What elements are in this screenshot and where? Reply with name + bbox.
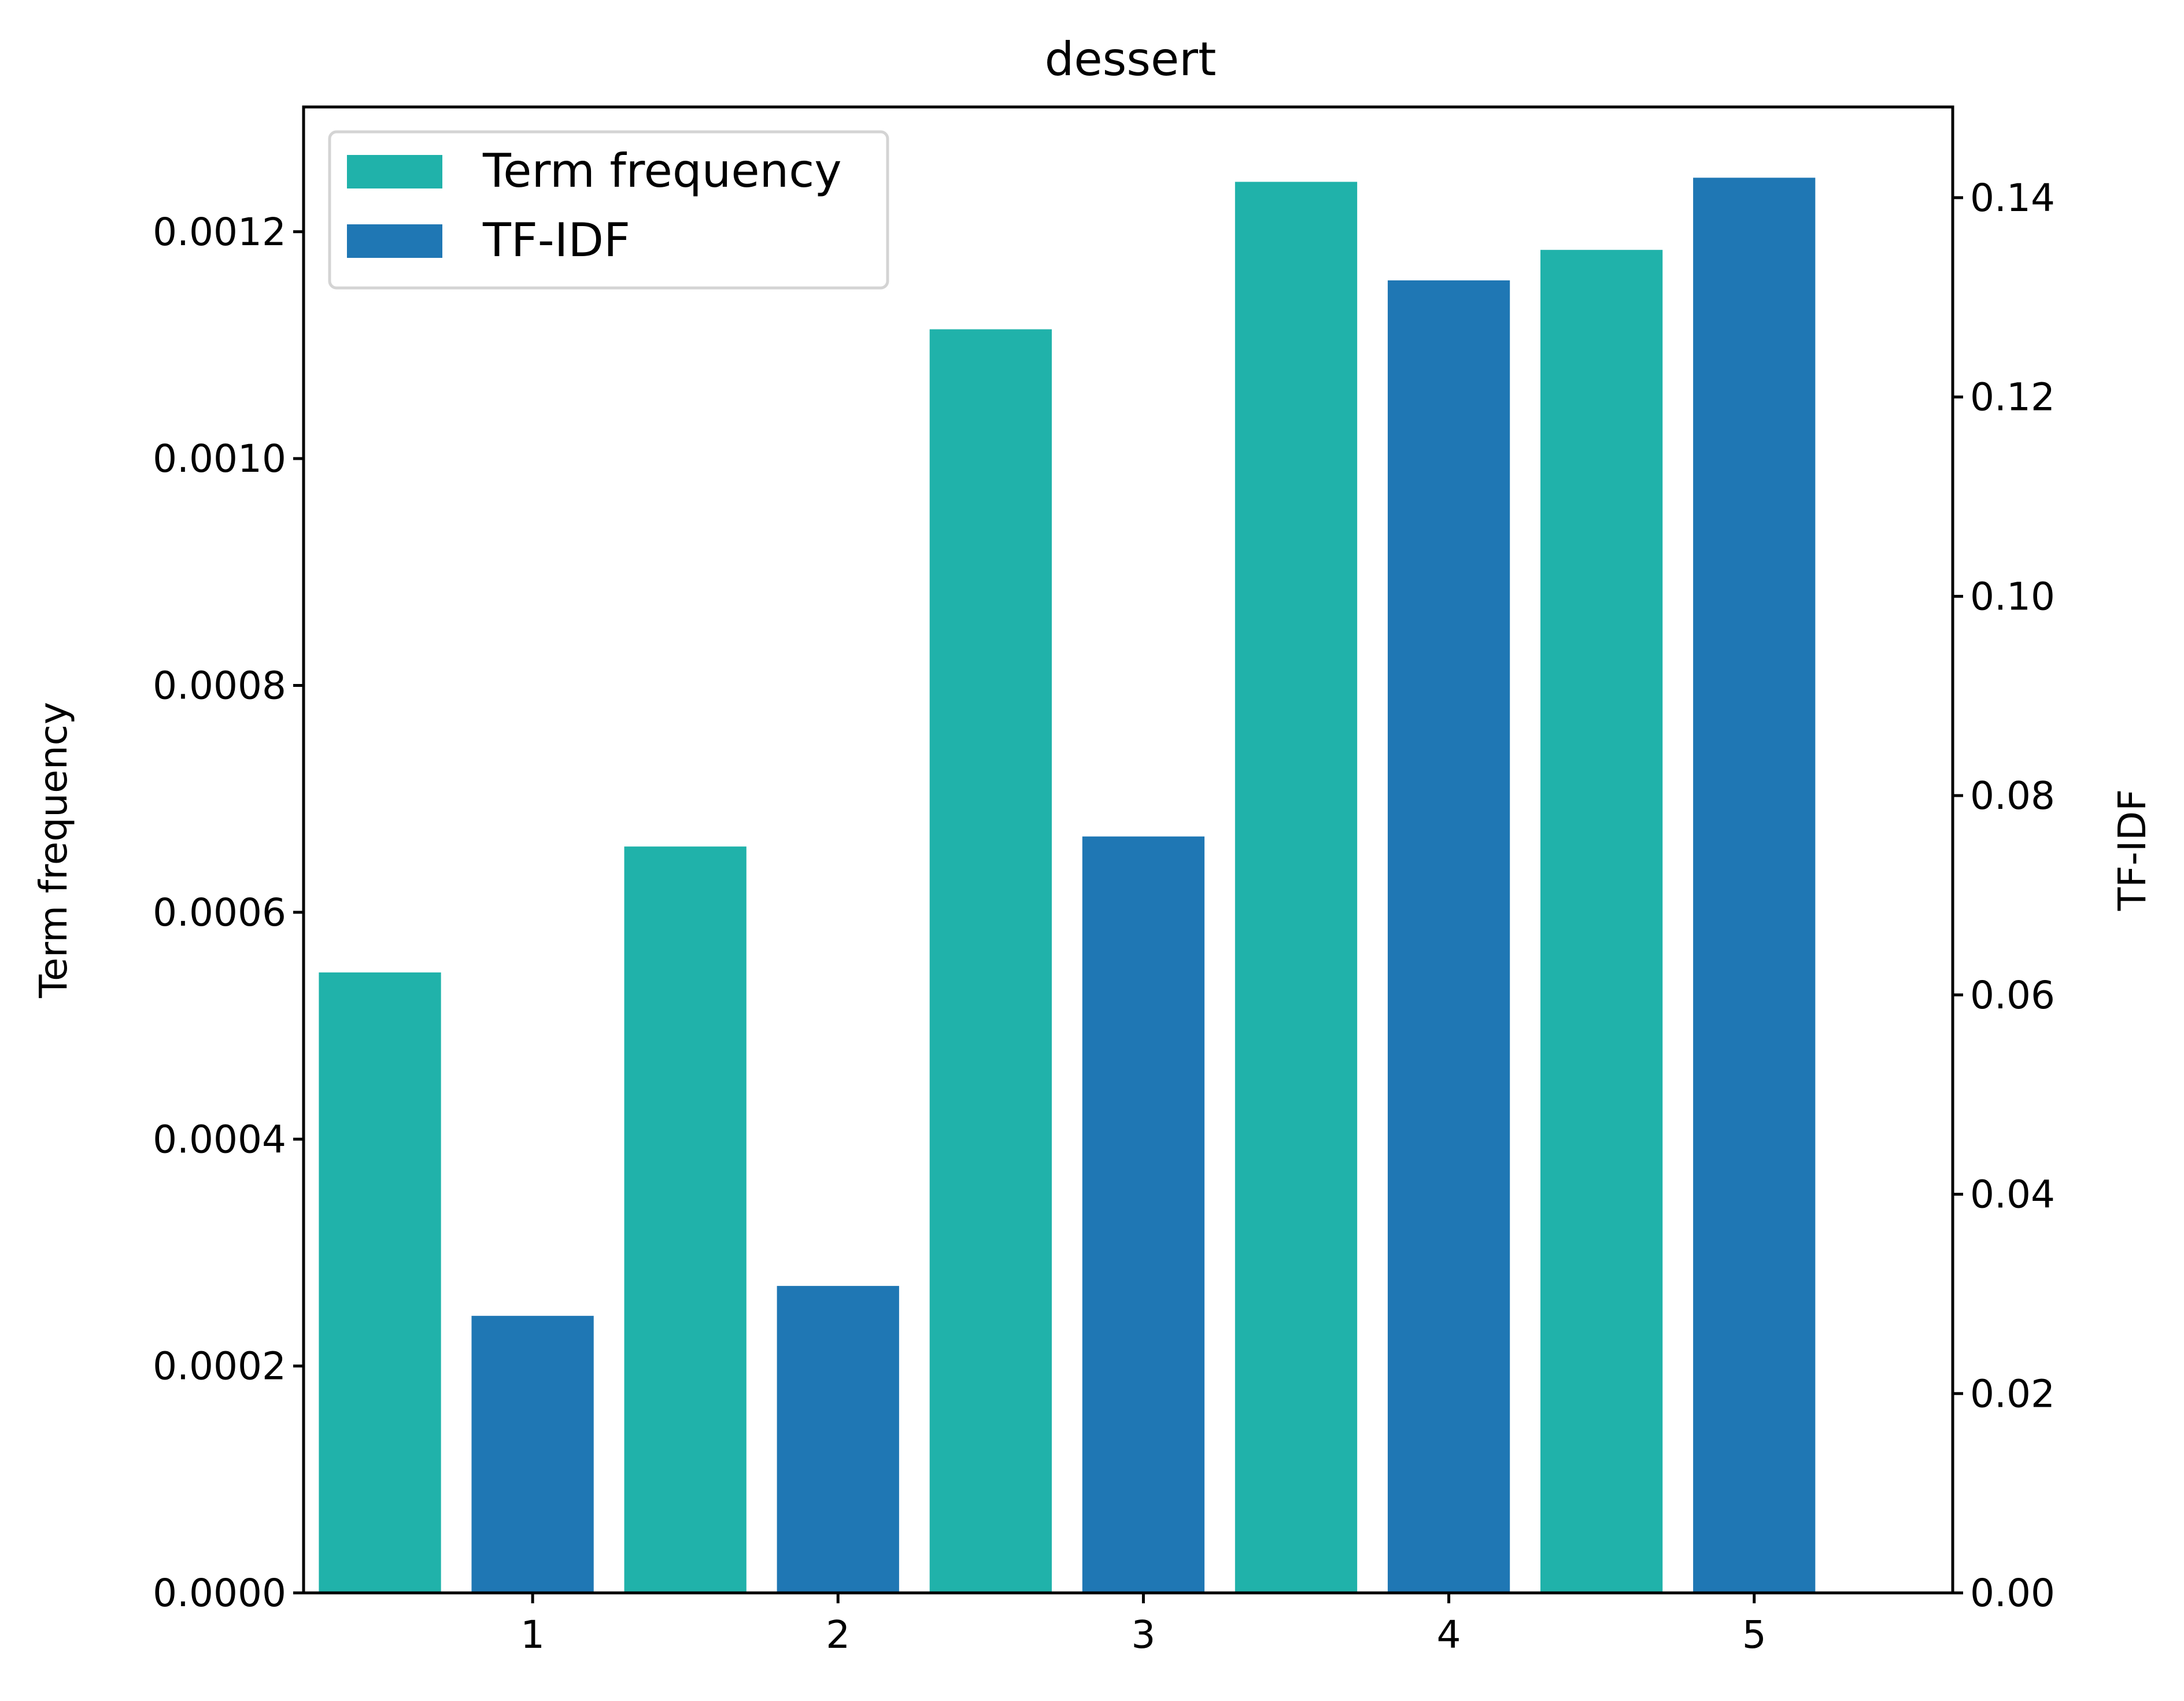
legend-swatch-tf-idf — [347, 224, 442, 258]
x-axis: 1 2 3 4 5 — [520, 1593, 1767, 1657]
x-tick-label: 1 — [520, 1613, 545, 1657]
x-tick-label: 2 — [826, 1613, 850, 1657]
legend-swatch-term-frequency — [347, 155, 442, 188]
y-left-tick-label: 0.0004 — [153, 1117, 286, 1162]
y-right-tick-label: 0.08 — [1970, 774, 2055, 818]
y-axis-left-title: Term frequency — [31, 702, 76, 999]
bar-tf-idf-3 — [1082, 836, 1205, 1593]
x-tick-label: 3 — [1131, 1613, 1155, 1657]
y-axis-left: 0.0000 0.0002 0.0004 0.0006 0.0008 0.0010 0.00… — [153, 210, 304, 1615]
bar-tf-idf-2 — [777, 1286, 899, 1593]
y-right-tick-label: 0.00 — [1970, 1571, 2055, 1615]
y-left-tick-label: 0.0010 — [153, 437, 286, 481]
legend-box — [328, 130, 889, 290]
y-axis-right-title: TF-IDF — [2110, 789, 2155, 911]
y-right-tick-label: 0.04 — [1970, 1173, 2055, 1217]
bar-tf-idf-1 — [471, 1315, 594, 1593]
legend-label-term-frequency: Term frequency — [482, 144, 842, 198]
y-right-tick-label: 0.02 — [1970, 1371, 2055, 1416]
legend-label-tf-idf: TF-IDF — [482, 213, 630, 267]
y-right-tick-label: 0.14 — [1970, 176, 2055, 220]
bar-term-frequency-1 — [319, 972, 441, 1593]
y-right-tick-label: 0.12 — [1970, 375, 2055, 420]
plot-frame — [302, 105, 1954, 1595]
y-left-tick-label: 0.0002 — [153, 1344, 286, 1389]
y-axis-right: 0.00 0.02 0.04 0.06 0.08 0.10 0.12 0.14 — [1953, 176, 2055, 1615]
bar-term-frequency-5 — [1540, 250, 1663, 1593]
bar-tf-idf-4 — [1387, 280, 1510, 1593]
y-left-tick-label: 0.0006 — [153, 890, 286, 935]
bar-term-frequency-3 — [929, 329, 1052, 1593]
y-left-tick-label: 0.0008 — [153, 664, 286, 708]
bar-tf-idf-5 — [1693, 178, 1816, 1593]
y-right-tick-label: 0.10 — [1970, 574, 2055, 619]
bar-term-frequency-4 — [1235, 182, 1358, 1593]
y-left-tick-label: 0.0012 — [153, 210, 286, 254]
chart-title: dessert — [1045, 32, 1217, 86]
y-right-tick-label: 0.06 — [1970, 973, 2055, 1018]
x-tick-label: 4 — [1437, 1613, 1461, 1657]
x-tick-label: 5 — [1742, 1613, 1767, 1657]
y-left-tick-label: 0.0000 — [153, 1571, 286, 1615]
bar-term-frequency-2 — [624, 846, 747, 1593]
legend: Term frequency TF-IDF — [328, 130, 889, 290]
bars-group — [319, 178, 1816, 1593]
